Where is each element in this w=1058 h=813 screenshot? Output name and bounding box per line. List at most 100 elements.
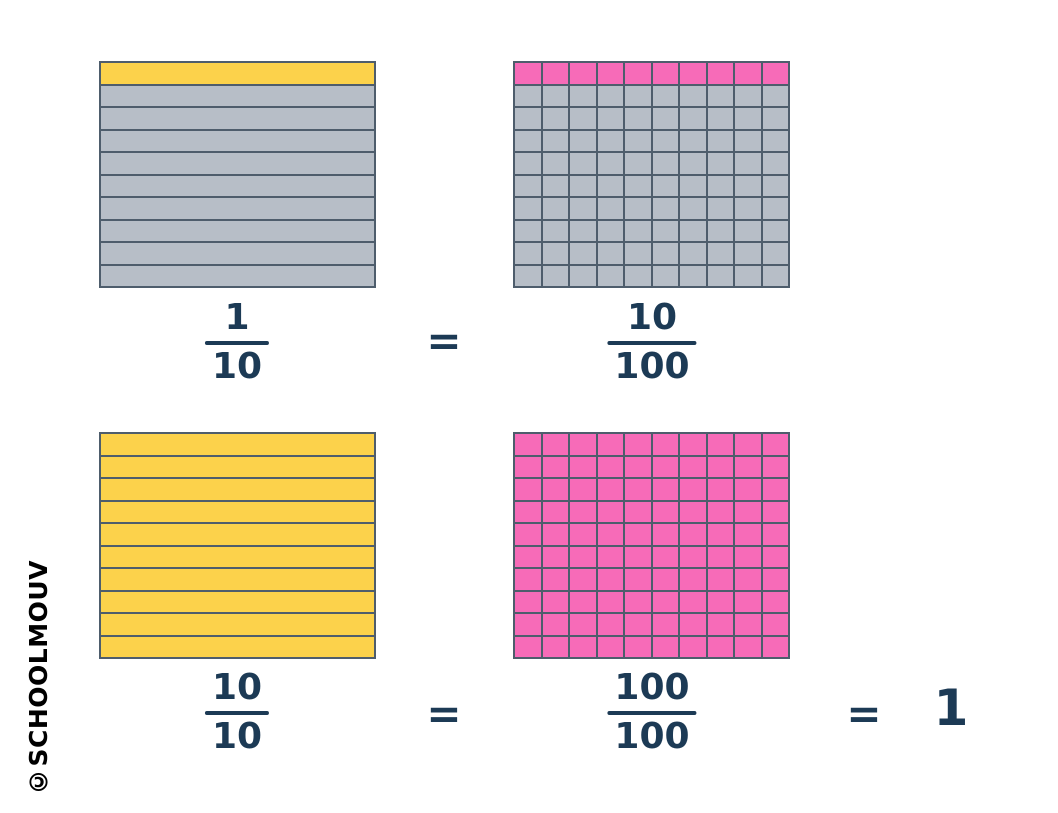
fraction-hundred-hundredths: 100 100 — [605, 668, 698, 757]
grid-cell — [707, 130, 733, 151]
grid-cell — [707, 434, 733, 455]
grid-cell — [570, 85, 596, 106]
tenths-grid-all-shaded — [99, 432, 376, 659]
grid-cell — [762, 546, 788, 567]
grid-cell — [680, 153, 706, 174]
grid-cell — [570, 108, 596, 129]
grid-cell — [101, 198, 374, 219]
grid-cell — [680, 220, 706, 241]
grid-cell — [570, 614, 596, 635]
grid-cell — [625, 591, 651, 612]
grid-cell — [597, 546, 623, 567]
grid-cell — [680, 130, 706, 151]
grid-cell — [735, 524, 761, 545]
grid-cell — [762, 153, 788, 174]
grid-cell — [515, 501, 541, 522]
grid-cell — [570, 153, 596, 174]
grid-cell — [101, 569, 374, 590]
grid-cell — [597, 130, 623, 151]
grid-cell — [707, 501, 733, 522]
grid-cell — [597, 614, 623, 635]
fraction-ten-tenths: 10 10 — [203, 668, 271, 757]
grid-cell — [652, 175, 678, 196]
grid-cell — [735, 220, 761, 241]
grid-cell — [707, 591, 733, 612]
grid-cell — [542, 198, 568, 219]
grid-cell — [515, 243, 541, 264]
grid-cell — [570, 63, 596, 84]
grid-cell — [597, 85, 623, 106]
grid-cell — [101, 501, 374, 522]
grid-cell — [735, 85, 761, 106]
fraction-denominator: 10 — [211, 715, 263, 757]
grid-cell — [735, 501, 761, 522]
grid-cell — [652, 130, 678, 151]
grid-cell — [570, 265, 596, 286]
grid-cell — [762, 130, 788, 151]
grid-cell — [762, 108, 788, 129]
grid-cell — [101, 85, 374, 106]
grid-cell — [625, 614, 651, 635]
grid-cell — [542, 569, 568, 590]
grid-cell — [597, 220, 623, 241]
grid-cell — [625, 434, 651, 455]
grid-cell — [762, 524, 788, 545]
grid-cell — [570, 456, 596, 477]
grid-cell — [625, 569, 651, 590]
grid-cell — [542, 108, 568, 129]
grid-cell — [570, 175, 596, 196]
grid-cell — [680, 614, 706, 635]
grid-cell — [707, 614, 733, 635]
grid-cell — [652, 501, 678, 522]
grid-cell — [762, 243, 788, 264]
grid-cell — [101, 434, 374, 455]
grid-cell — [680, 434, 706, 455]
grid-cell — [652, 108, 678, 129]
grid-cell — [625, 198, 651, 219]
grid-cell — [570, 569, 596, 590]
grid-cell — [762, 636, 788, 657]
fraction-denominator: 100 — [614, 345, 690, 387]
grid-cell — [101, 220, 374, 241]
grid-cell — [762, 198, 788, 219]
fraction-numerator: 10 — [626, 297, 678, 338]
grid-cell — [735, 198, 761, 219]
grid-cell — [570, 243, 596, 264]
grid-cell — [542, 243, 568, 264]
grid-cell — [625, 63, 651, 84]
grid-cell — [735, 614, 761, 635]
grid-cell — [680, 175, 706, 196]
grid-cell — [570, 479, 596, 500]
grid-cell — [762, 501, 788, 522]
grid-cell — [652, 434, 678, 455]
grid-cell — [597, 456, 623, 477]
equals-sign: = — [426, 316, 462, 365]
grid-cell — [570, 198, 596, 219]
grid-cell — [101, 265, 374, 286]
fraction-bar — [607, 340, 697, 345]
grid-cell — [515, 524, 541, 545]
grid-cell — [762, 175, 788, 196]
grid-cell — [762, 85, 788, 106]
grid-cell — [762, 479, 788, 500]
grid-cell — [597, 569, 623, 590]
grid-cell — [735, 108, 761, 129]
grid-cell — [101, 614, 374, 635]
grid-cell — [515, 175, 541, 196]
grid-cell — [652, 198, 678, 219]
fraction-bar — [607, 710, 697, 715]
grid-cell — [652, 63, 678, 84]
fraction-denominator: 10 — [211, 345, 263, 387]
grid-cell — [652, 591, 678, 612]
grid-cell — [735, 569, 761, 590]
grid-cell — [762, 63, 788, 84]
grid-cell — [707, 153, 733, 174]
grid-cell — [625, 479, 651, 500]
grid-cell — [707, 479, 733, 500]
grid-cell — [597, 591, 623, 612]
grid-cell — [707, 85, 733, 106]
grid-cell — [101, 591, 374, 612]
grid-cell — [762, 265, 788, 286]
grid-cell — [597, 63, 623, 84]
grid-cell — [680, 546, 706, 567]
